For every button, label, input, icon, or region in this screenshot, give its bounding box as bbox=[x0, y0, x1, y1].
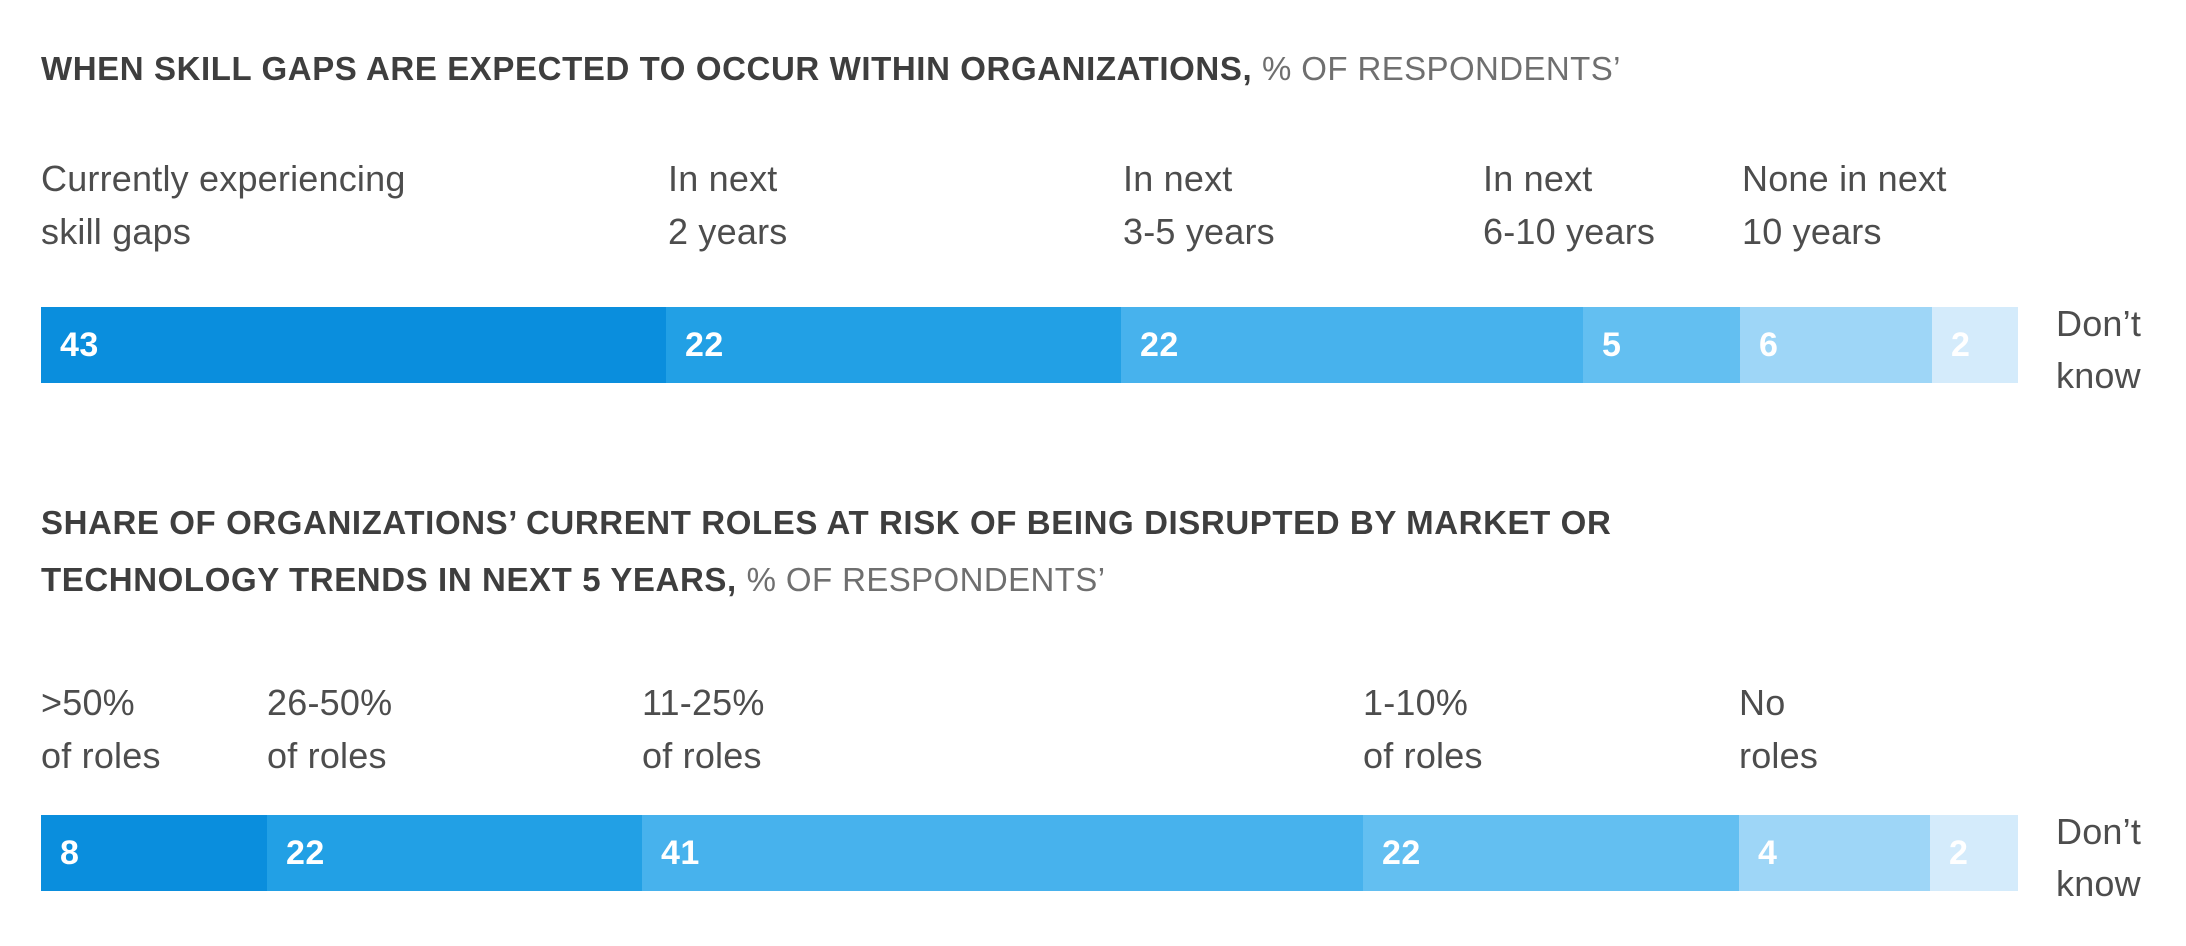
chart1-label-none-10-years: None in next 10 years bbox=[1742, 158, 1947, 252]
chart2-label-11-25: 11-25% of roles bbox=[642, 682, 765, 776]
chart1-segment-value: 6 bbox=[1759, 325, 1779, 364]
chart2-title-bold-line2: TECHNOLOGY TRENDS IN NEXT 5 YEARS, bbox=[41, 561, 737, 598]
chart2-title-unit: % OF RESPONDENTS’ bbox=[746, 561, 1106, 598]
chart2-segment-value: 22 bbox=[1382, 833, 1421, 872]
chart2-label-26-50: 26-50% of roles bbox=[267, 682, 393, 776]
chart1-segment-2-years: 22 bbox=[666, 307, 1121, 383]
chart1-segment-none-10-years: 6 bbox=[1740, 307, 1932, 383]
chart2-segment-value: 2 bbox=[1949, 833, 1969, 872]
chart2-segment-1-10: 22 bbox=[1363, 815, 1739, 891]
chart2-segment-value: 22 bbox=[286, 833, 325, 872]
chart2-label-dont-know: Don’t know bbox=[2056, 811, 2142, 904]
chart2-segment-value: 4 bbox=[1758, 833, 1778, 872]
chart1-stacked-bar: 43 22 22 5 6 2 bbox=[41, 307, 2018, 383]
chart1-segment-currently: 43 bbox=[41, 307, 666, 383]
chart1-label-6-10-years: In next 6-10 years bbox=[1483, 158, 1656, 252]
chart1-label-currently: Currently experiencing skill gaps bbox=[41, 158, 406, 252]
chart2-segment-value: 41 bbox=[661, 833, 700, 872]
chart2-segment-gt50: 8 bbox=[41, 815, 267, 891]
chart2-segment-26-50: 22 bbox=[267, 815, 642, 891]
chart1-segment-6-10-years: 5 bbox=[1583, 307, 1740, 383]
chart2-segment-no-roles: 4 bbox=[1739, 815, 1930, 891]
chart2-category-labels: >50% of roles 26-50% of roles 11-25% of rol… bbox=[41, 676, 2186, 786]
chart1-title-unit: % OF RESPONDENTS’ bbox=[1262, 50, 1621, 87]
chart1-segment-value: 22 bbox=[685, 325, 724, 364]
chart1-segment-value: 22 bbox=[1140, 325, 1179, 364]
chart1-title-bold: WHEN SKILL GAPS ARE EXPECTED TO OCCUR WI… bbox=[41, 50, 1253, 87]
chart2-title: SHARE OF ORGANIZATIONS’ CURRENT ROLES AT… bbox=[41, 494, 1611, 608]
chart2-label-1-10: 1-10% of roles bbox=[1363, 682, 1483, 776]
chart1-segment-value: 43 bbox=[60, 325, 99, 364]
chart1-segment-value: 5 bbox=[1602, 325, 1622, 364]
chart2-segment-dont-know: 2 bbox=[1930, 815, 2018, 891]
chart2-segment-11-25: 41 bbox=[642, 815, 1363, 891]
chart2-stacked-bar: 8 22 41 22 4 2 bbox=[41, 815, 2018, 891]
chart1-category-labels: Currently experiencing skill gaps In next… bbox=[41, 152, 2186, 262]
chart1-label-3-5-years: In next 3-5 years bbox=[1123, 158, 1275, 252]
chart1-title: WHEN SKILL GAPS ARE EXPECTED TO OCCUR WI… bbox=[41, 40, 1621, 97]
chart2-label-no-roles: No roles bbox=[1739, 682, 1819, 776]
chart2-title-bold-line1: SHARE OF ORGANIZATIONS’ CURRENT ROLES AT… bbox=[41, 504, 1612, 541]
chart1-segment-3-5-years: 22 bbox=[1121, 307, 1583, 383]
chart2-segment-value: 8 bbox=[60, 833, 80, 872]
chart1-label-dont-know: Don’t know bbox=[2056, 303, 2142, 396]
chart1-segment-value: 2 bbox=[1951, 325, 1971, 364]
chart1-label-2-years: In next 2 years bbox=[668, 158, 788, 252]
chart2-label-gt50: >50% of roles bbox=[41, 682, 161, 776]
chart1-segment-dont-know: 2 bbox=[1932, 307, 2018, 383]
